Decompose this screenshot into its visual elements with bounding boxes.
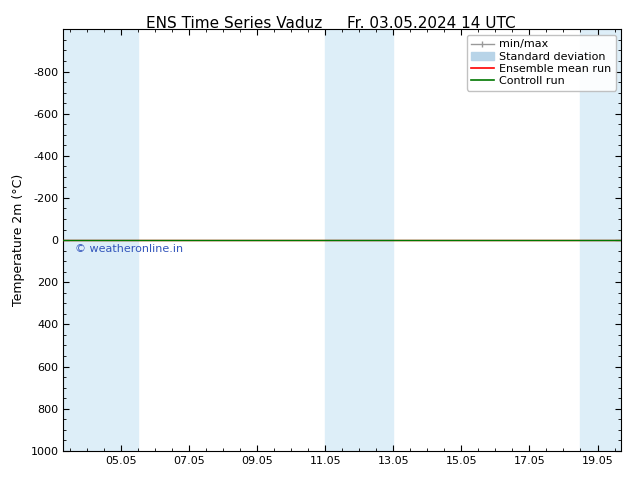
Legend: min/max, Standard deviation, Ensemble mean run, Controll run: min/max, Standard deviation, Ensemble me… <box>467 35 616 91</box>
Text: © weatheronline.in: © weatheronline.in <box>75 244 183 253</box>
Bar <box>325 29 393 451</box>
Bar <box>581 29 621 451</box>
Text: ENS Time Series Vaduz: ENS Time Series Vaduz <box>146 16 323 31</box>
Text: Fr. 03.05.2024 14 UTC: Fr. 03.05.2024 14 UTC <box>347 16 515 31</box>
Y-axis label: Temperature 2m (°C): Temperature 2m (°C) <box>12 174 25 306</box>
Bar <box>63 29 138 451</box>
